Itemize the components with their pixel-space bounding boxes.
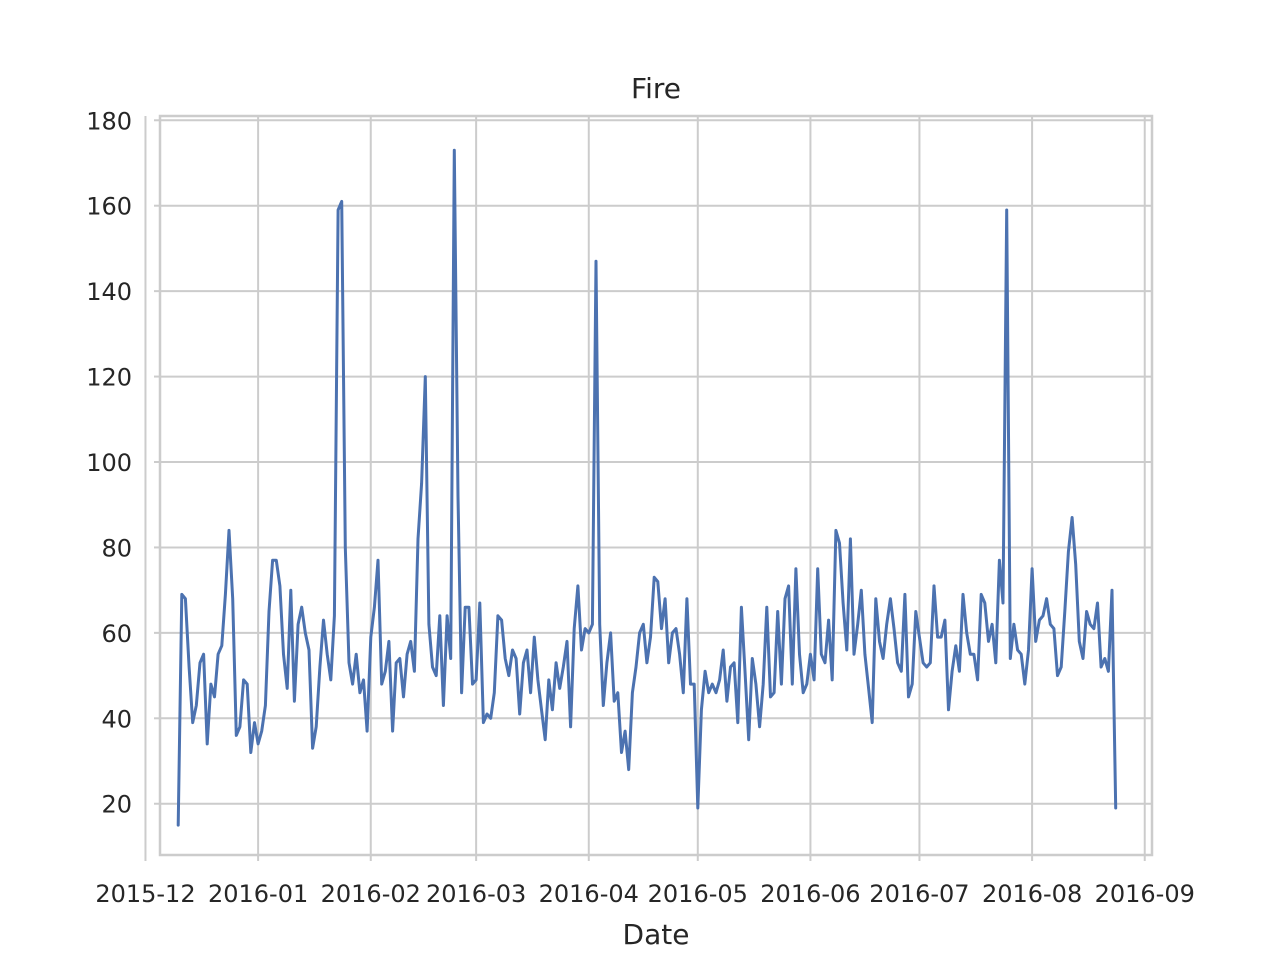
x-tick-label: 2016-03: [426, 880, 526, 908]
y-tick-label: 60: [101, 620, 132, 648]
chart-title: Fire: [631, 72, 681, 105]
series-layer: [176, 148, 1118, 827]
x-tick-label: 2016-04: [539, 880, 639, 908]
x-axis-tick-labels: 2015-12 2016-01 2016-02 2016-03 2016-04 2016-…: [95, 880, 1195, 908]
y-axis-tick-labels: 20 40 60 80 100 120 140 160 180: [86, 107, 132, 818]
y-tick-label: 40: [101, 705, 132, 733]
y-tick-label: 120: [86, 364, 132, 392]
x-tick-label: 2016-08: [982, 880, 1082, 908]
y-tick-label: 160: [86, 193, 132, 221]
y-tick-label: 100: [86, 449, 132, 477]
y-tick-label: 140: [86, 278, 132, 306]
series-line: [176, 148, 1118, 827]
x-axis-title: Date: [623, 918, 690, 951]
tick-marks: [144, 119, 1146, 861]
y-tick-label: 80: [101, 534, 132, 562]
y-tick-label: 20: [101, 791, 132, 819]
x-tick-label: 2016-02: [321, 880, 421, 908]
plot-frame: [158, 114, 1154, 857]
y-tick-label: 180: [86, 107, 132, 135]
x-tick-label: 2016-05: [648, 880, 748, 908]
grid: [144, 116, 1152, 855]
x-tick-label: 2016-01: [208, 880, 308, 908]
x-tick-label: 2015-12: [95, 880, 195, 908]
x-tick-label: 2016-07: [869, 880, 969, 908]
x-tick-label: 2016-09: [1095, 880, 1195, 908]
x-tick-label: 2016-06: [760, 880, 860, 908]
